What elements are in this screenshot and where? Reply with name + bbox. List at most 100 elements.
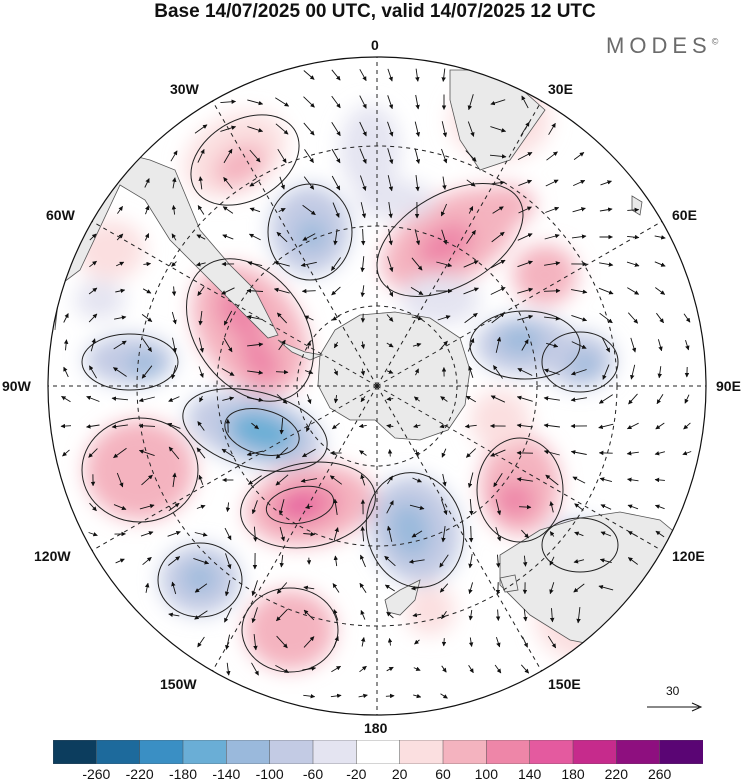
wind-vector-31 (548, 122, 556, 135)
wind-vector-82 (545, 206, 560, 213)
wind-vector-276 (168, 446, 180, 460)
wind-vector-392 (411, 585, 423, 591)
wind-vector-71 (249, 207, 261, 213)
wind-vector-438 (441, 665, 447, 673)
colorbar-tick-6: -20 (346, 766, 367, 782)
anomaly-blob-3 (417, 223, 473, 267)
wind-vector-224 (61, 395, 71, 403)
anomaly-blob-40 (75, 280, 125, 320)
wind-vector-423 (387, 637, 393, 646)
wind-vector-352 (411, 530, 423, 538)
wind-vector-293 (626, 451, 639, 456)
contour-0 (190, 114, 300, 206)
wind-vector-306 (360, 474, 366, 486)
wind-vector-144 (463, 287, 479, 295)
wind-vector-92 (249, 233, 261, 241)
wind-vector-317 (654, 477, 665, 483)
wind-vector-246 (656, 394, 664, 405)
wind-vector-227 (138, 396, 155, 403)
wind-vector-247 (684, 394, 690, 404)
wind-vector-64 (573, 179, 586, 187)
wind-vector-162 (332, 315, 340, 321)
wind-vector-408 (386, 611, 394, 619)
wind-vector-157 (198, 310, 203, 326)
modes-logo: MODES© (606, 33, 718, 59)
wind-vector-48 (144, 178, 150, 188)
wind-vector-134 (197, 286, 205, 296)
wind-vector-20 (247, 126, 264, 133)
anomaly-blob-21 (85, 420, 195, 520)
wind-vector-382 (144, 582, 150, 593)
contour-5 (224, 408, 300, 456)
wind-vector-179 (142, 338, 152, 352)
wind-vector-220 (602, 364, 610, 380)
wind-vector-202 (113, 367, 127, 377)
wind-vector-380 (599, 558, 612, 564)
wind-vector-377 (522, 555, 528, 567)
wind-vector-234 (333, 395, 339, 404)
wind-vector-343 (167, 530, 181, 537)
wind-vectors (60, 68, 692, 699)
wind-vector-272 (62, 449, 70, 457)
wind-vector-76 (388, 202, 393, 219)
wind-vector-192 (495, 336, 502, 353)
wind-vector-24 (359, 121, 367, 137)
wind-vector-363 (142, 556, 152, 566)
wind-vector-135 (221, 287, 235, 295)
wind-vector-236 (386, 396, 394, 402)
anomaly-blob-1 (214, 144, 266, 186)
wind-vector-434 (331, 665, 341, 673)
wind-vector-287 (465, 448, 477, 458)
colorbar-tick-12: 220 (604, 766, 629, 782)
wind-vector-334 (519, 504, 532, 510)
wind-vector-137 (273, 287, 290, 294)
wind-vector-354 (468, 525, 474, 543)
wind-vector-7 (247, 99, 264, 106)
contour-1 (376, 183, 524, 297)
colorbar-bin-6 (312, 740, 357, 764)
wind-vector-325 (278, 499, 285, 516)
wind-vector-66 (117, 206, 123, 214)
colorbar-bin-12 (572, 740, 617, 764)
anomaly-blob-12 (355, 180, 435, 220)
wind-vector-445 (385, 693, 395, 699)
colorbar-tick-10: 140 (517, 766, 542, 782)
wind-vector-33 (197, 148, 205, 163)
colorbar-bin-3 (182, 740, 227, 764)
wind-vector-261 (413, 423, 421, 429)
wind-vector-150 (627, 287, 640, 295)
colorbar-tick-13: 260 (647, 766, 672, 782)
wind-vector-215 (468, 365, 474, 378)
wind-vector-13 (415, 94, 420, 110)
wind-vector-260 (386, 423, 394, 429)
wind-vector-347 (279, 526, 286, 542)
wind-vector-65 (600, 180, 612, 186)
wind-vector-219 (570, 369, 587, 376)
wind-vector-81 (518, 206, 532, 214)
wind-vector-167 (464, 312, 478, 324)
wind-vector-316 (627, 477, 639, 483)
wind-vector-38 (331, 148, 341, 164)
wind-vector-124 (517, 260, 533, 268)
wind-vector-174 (656, 312, 664, 324)
wind-vector-60 (466, 179, 476, 187)
wind-vector-121 (436, 261, 453, 268)
wind-vector-399 (598, 584, 614, 591)
wind-vector-251 (138, 423, 156, 429)
wind-vector-268 (598, 423, 614, 430)
wind-vector-44 (489, 154, 507, 159)
wind-vector-394 (468, 582, 474, 595)
wind-vector-218 (543, 368, 560, 375)
wind-vector-6 (220, 99, 237, 104)
wind-vector-440 (494, 664, 502, 674)
contour-16 (541, 517, 619, 573)
wind-vector-222 (657, 366, 662, 379)
wind-vector-288 (490, 449, 506, 457)
wind-vector-358 (574, 531, 584, 537)
wind-vector-442 (303, 693, 316, 699)
wind-vector-3 (387, 68, 393, 82)
graticule (48, 57, 706, 715)
wind-vector-91 (222, 234, 234, 240)
wind-vector-158 (223, 310, 233, 326)
wind-vector-221 (630, 364, 636, 380)
